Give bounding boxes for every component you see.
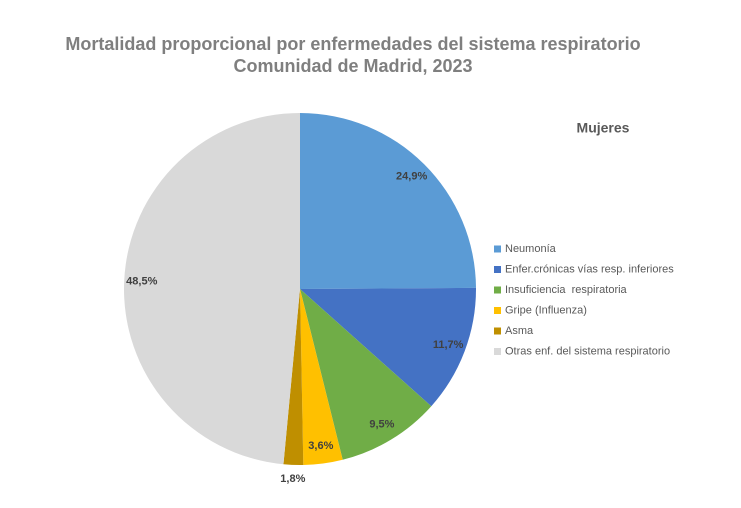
pie-slice (300, 113, 476, 289)
legend-swatch (494, 327, 501, 335)
legend-label: Asma (505, 325, 534, 337)
data-label: 3,6% (308, 440, 333, 452)
data-label: 11,7% (433, 339, 464, 351)
legend-title: Mujeres (577, 120, 630, 136)
data-label: 9,5% (369, 418, 394, 430)
chart-title: Mortalidad proporcional por enfermedades… (65, 34, 640, 54)
legend-label: Neumonía (505, 243, 557, 255)
data-label: 24,9% (396, 171, 427, 183)
legend-label: Gripe (Influenza) (505, 304, 587, 316)
data-label: 1,8% (280, 473, 305, 485)
legend-label: Insuficiencia respiratoria (505, 284, 628, 296)
pie-slice (300, 289, 343, 465)
legend-label: Otras enf. del sistema respiratorio (505, 345, 670, 357)
pie-slice (283, 289, 304, 465)
legend-swatch (494, 245, 501, 253)
data-label: 48,5% (126, 275, 157, 287)
pie-slice (123, 113, 300, 465)
legend-swatch (494, 307, 501, 314)
legend-swatch (494, 348, 501, 355)
pie-slice (300, 287, 476, 407)
pie-slice (300, 289, 432, 460)
legend-swatch (494, 286, 501, 294)
chart-subtitle: Comunidad de Madrid, 2023 (233, 56, 472, 76)
legend-swatch (494, 266, 501, 273)
legend-label: Enfer.crónicas vías resp. inferiores (505, 263, 674, 275)
